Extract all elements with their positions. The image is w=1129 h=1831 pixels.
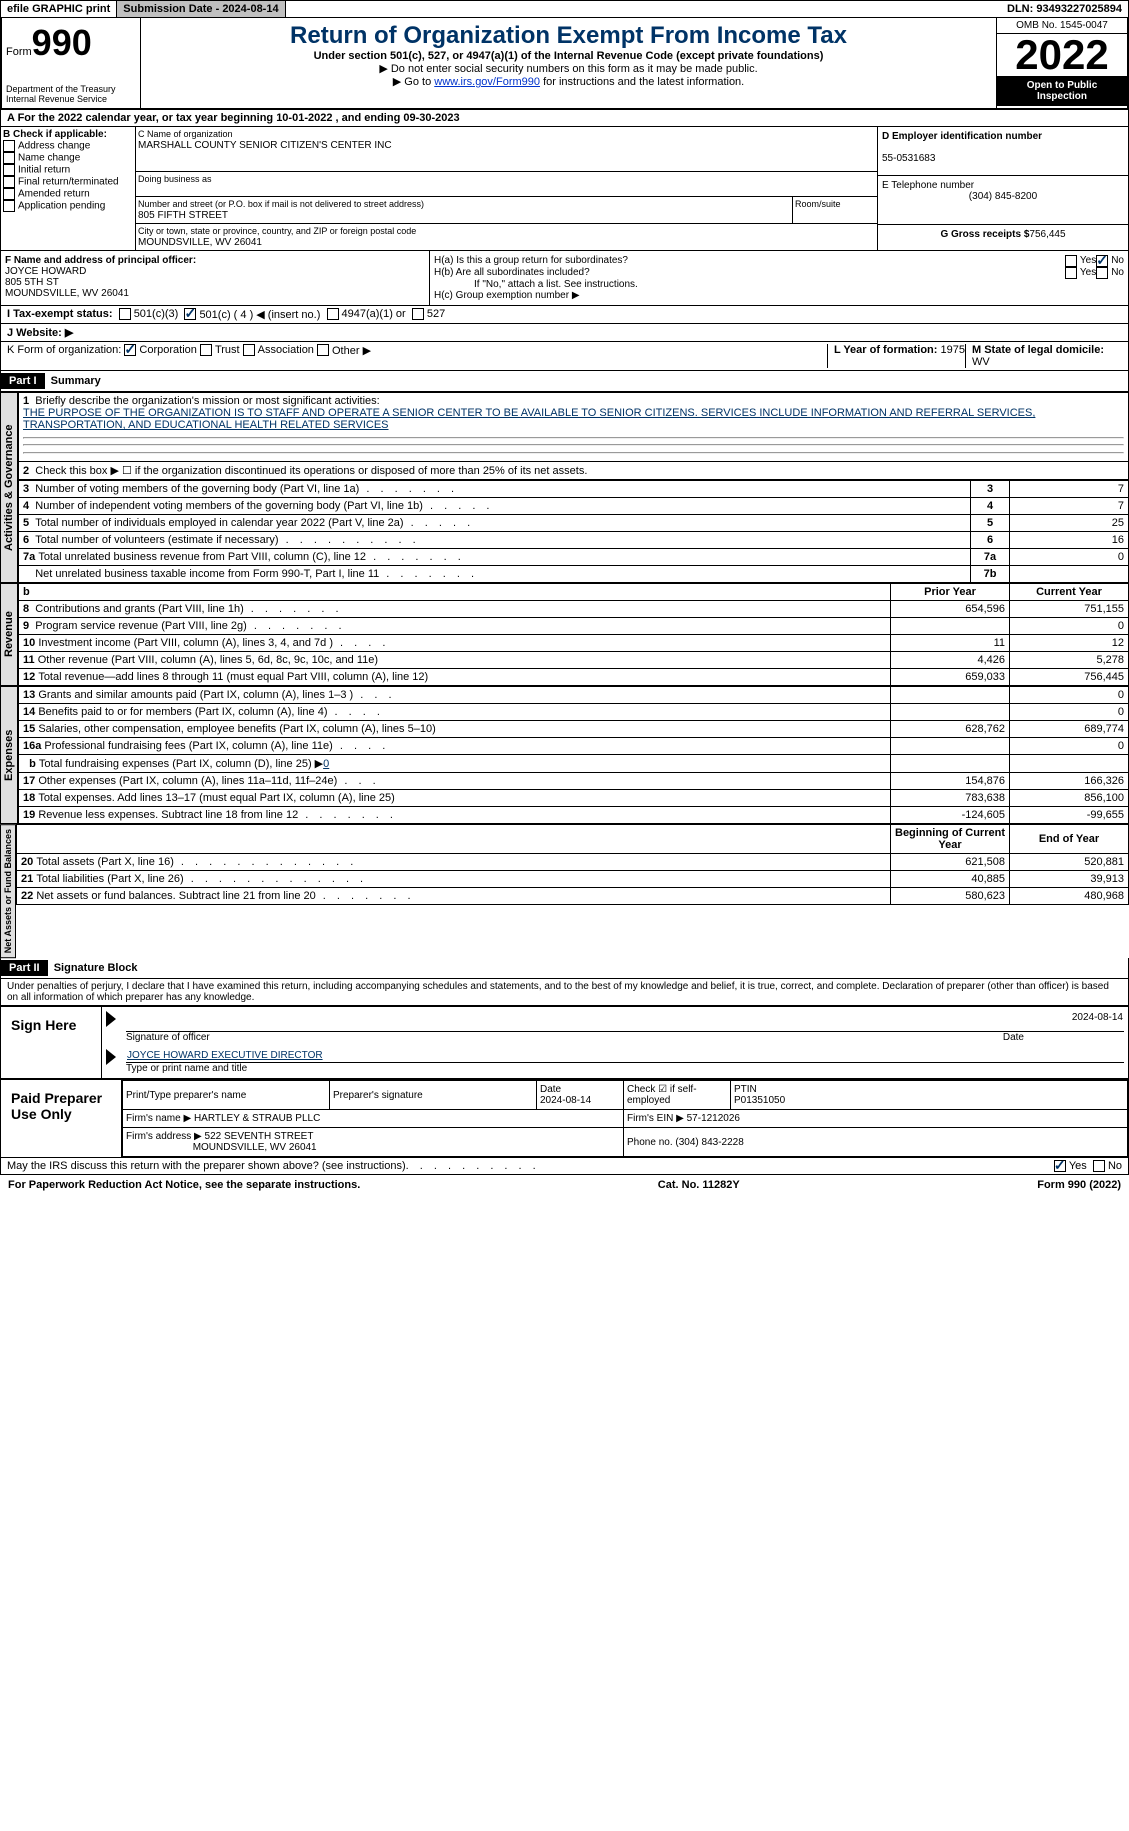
form-header: Form990 Department of the Treasury Inter…: [0, 18, 1129, 110]
ein-box: D Employer identification number 55-0531…: [878, 127, 1128, 176]
form-note1: ▶ Do not enter social security numbers o…: [145, 62, 992, 75]
ein: 55-0531683: [882, 153, 935, 164]
revenue-label: Revenue: [0, 583, 18, 686]
sign-here-label: Sign Here: [1, 1007, 102, 1078]
org-name: MARSHALL COUNTY SENIOR CITIZEN'S CENTER …: [138, 140, 392, 151]
efile-label: efile GRAPHIC print: [1, 1, 117, 17]
paid-preparer-block: Paid Preparer Use Only Print/Type prepar…: [0, 1079, 1129, 1158]
summary-table-expenses: 13 Grants and similar amounts paid (Part…: [18, 686, 1129, 824]
submission-date: Submission Date - 2024-08-14: [117, 1, 285, 17]
final-return-check[interactable]: [3, 176, 15, 188]
name-change-check[interactable]: [3, 152, 15, 164]
open-inspection: Open to Public Inspection: [997, 76, 1127, 106]
part-1-header: Part I Summary: [0, 371, 1129, 392]
room-box: Room/suite: [793, 197, 877, 224]
gross-receipts-box: G Gross receipts $756,445: [878, 225, 1128, 244]
perjury-declaration: Under penalties of perjury, I declare th…: [0, 979, 1129, 1006]
section-b: B Check if applicable: Address change Na…: [0, 127, 1129, 251]
dept-treasury: Department of the Treasury: [6, 84, 136, 94]
street-box: Number and street (or P.O. box if mail i…: [136, 197, 793, 224]
summary-table-net: Beginning of Current YearEnd of Year 20 …: [16, 824, 1129, 905]
line-a: A For the 2022 calendar year, or tax yea…: [0, 110, 1129, 127]
gross-receipts: 756,445: [1029, 229, 1065, 240]
city-state-zip: MOUNDSVILLE, WV 26041: [138, 237, 262, 248]
phone-box: E Telephone number (304) 845-8200: [878, 176, 1128, 225]
paperwork-notice: For Paperwork Reduction Act Notice, see …: [8, 1179, 360, 1191]
paid-preparer-label: Paid Preparer Use Only: [1, 1080, 122, 1157]
form-note2: ▶ Go to www.irs.gov/Form990 for instruct…: [145, 75, 992, 88]
officer-box: F Name and address of principal officer:…: [0, 251, 1129, 306]
form-subtitle: Under section 501(c), 527, or 4947(a)(1)…: [145, 50, 992, 62]
line-k: K Form of organization: Corporation Trus…: [0, 342, 1129, 371]
arrow-icon: [106, 1049, 116, 1065]
preparer-table: Print/Type preparer's name Preparer's si…: [122, 1080, 1128, 1157]
section-b-checkboxes: B Check if applicable: Address change Na…: [1, 127, 136, 250]
app-pending-check[interactable]: [3, 200, 15, 212]
street-addr: 805 FIFTH STREET: [138, 210, 228, 221]
amended-check[interactable]: [3, 188, 15, 200]
line-i-tax-status: I Tax-exempt status: 501(c)(3) 501(c) ( …: [0, 306, 1129, 324]
activities-label: Activities & Governance: [0, 392, 18, 583]
net-assets-label: Net Assets or Fund Balances: [0, 824, 16, 958]
dba-box: Doing business as: [136, 172, 877, 197]
mission-text: THE PURPOSE OF THE ORGANIZATION IS TO ST…: [23, 407, 1035, 431]
dln: DLN: 93493227025894: [1001, 1, 1128, 17]
section-d-e-g: D Employer identification number 55-0531…: [878, 127, 1128, 250]
form-right-col: OMB No. 1545-0047 2022 Open to Public In…: [996, 18, 1127, 108]
header-top: efile GRAPHIC print Submission Date - 20…: [0, 0, 1129, 18]
irs-label: Internal Revenue Service: [6, 94, 136, 104]
org-name-box: C Name of organization MARSHALL COUNTY S…: [136, 127, 877, 172]
city-box: City or town, state or province, country…: [136, 224, 877, 250]
expenses-label: Expenses: [0, 686, 18, 824]
line-j-website: J Website: ▶: [0, 324, 1129, 342]
footer: For Paperwork Reduction Act Notice, see …: [0, 1175, 1129, 1195]
phone: (304) 845-8200: [882, 191, 1124, 202]
part-2-header: Part II Signature Block: [0, 958, 1129, 979]
irs-link[interactable]: www.irs.gov/Form990: [434, 76, 540, 88]
summary-table-revenue: bPrior YearCurrent Year 8 Contributions …: [18, 583, 1129, 686]
summary-table-activities: 1 Briefly describe the organization's mi…: [18, 392, 1129, 480]
form-left-col: Form990 Department of the Treasury Inter…: [2, 18, 141, 108]
form-number: 990: [32, 22, 92, 63]
summary-wrap: Activities & Governance 1 Briefly descri…: [0, 392, 1129, 583]
sign-here-content: 2024-08-14 Signature of officerDate JOYC…: [102, 1007, 1128, 1078]
initial-return-check[interactable]: [3, 164, 15, 176]
form-label: Form: [6, 46, 32, 58]
form-version: Form 990 (2022): [1037, 1179, 1121, 1191]
group-return: H(a) Is this a group return for subordin…: [430, 251, 1128, 305]
cat-number: Cat. No. 11282Y: [658, 1179, 740, 1191]
tax-year: 2022: [997, 34, 1127, 76]
addr-change-check[interactable]: [3, 140, 15, 152]
form-title: Return of Organization Exempt From Incom…: [145, 22, 992, 50]
form-center-col: Return of Organization Exempt From Incom…: [141, 18, 996, 108]
sign-here-block: Sign Here 2024-08-14 Signature of office…: [0, 1006, 1129, 1079]
may-discuss-row: May the IRS discuss this return with the…: [0, 1158, 1129, 1175]
section-c: C Name of organization MARSHALL COUNTY S…: [136, 127, 878, 250]
principal-officer: F Name and address of principal officer:…: [1, 251, 430, 305]
arrow-icon: [106, 1011, 116, 1027]
